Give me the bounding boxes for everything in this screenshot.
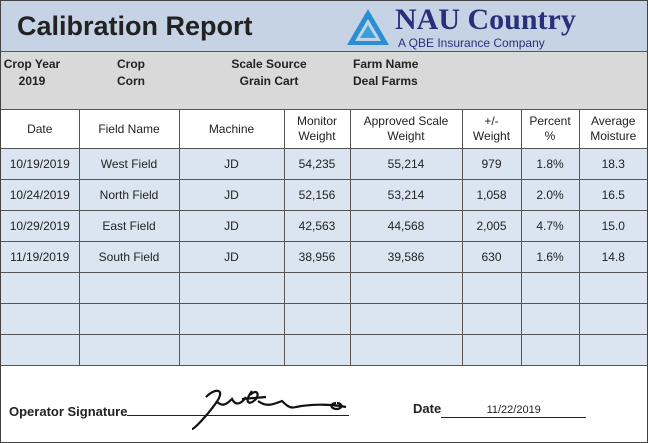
column-header: Monitor Weight — [283, 109, 351, 149]
empty-cell — [178, 272, 285, 304]
logo-icon — [347, 9, 389, 45]
empty-cell — [1, 272, 80, 304]
title: Calibration Report — [17, 11, 253, 41]
table-cell: 1.8% — [520, 148, 580, 180]
table-cell: 44,568 — [349, 210, 463, 242]
info-label: Crop — [117, 57, 145, 71]
logo-name: NAU Country — [395, 3, 576, 36]
info-item: Crop Year 2019 — [1, 56, 63, 90]
date-value: 11/22/2019 — [441, 403, 587, 418]
info-label: Farm Name — [353, 57, 419, 71]
table-cell: 42,563 — [283, 210, 351, 242]
info-item: Farm Name Deal Farms — [353, 56, 473, 90]
info-item: Crop Corn — [101, 56, 161, 90]
table-cell: South Field — [78, 241, 180, 273]
table-cell: 39,586 — [349, 241, 463, 273]
table-row: 10/24/2019 North Field JD 52,156 53,214 1,058… — [1, 179, 647, 211]
empty-cell — [283, 334, 351, 366]
info-value: Corn — [117, 74, 145, 88]
info-section: Crop Year 2019 Crop Corn Scale Source Grain C… — [1, 52, 647, 110]
signature-field: Operator Signature — [9, 401, 350, 419]
table-cell: 4.7% — [520, 210, 580, 242]
empty-cell — [178, 303, 285, 335]
date-field: Date 11/22/2019 — [413, 401, 587, 418]
table-row: 10/19/2019 West Field JD 54,235 55,214 979 1.8… — [1, 148, 647, 180]
empty-cell — [283, 303, 351, 335]
empty-row — [1, 334, 647, 366]
empty-cell — [520, 303, 580, 335]
empty-cell — [78, 334, 180, 366]
table-row: 11/19/2019 South Field JD 38,956 39,586 630 1.… — [1, 241, 647, 273]
table-cell: North Field — [78, 179, 180, 211]
table-cell: 11/19/2019 — [1, 241, 80, 273]
info-item: Scale Source Grain Cart — [223, 56, 315, 90]
empty-cell — [349, 334, 463, 366]
table-cell: 54,235 — [283, 148, 351, 180]
empty-cell — [349, 272, 463, 304]
table-cell: 16.5 — [578, 179, 647, 211]
column-header: Percent % — [520, 109, 580, 149]
table-cell: 2,005 — [461, 210, 522, 242]
table-cell: 2.0% — [520, 179, 580, 211]
signature — [191, 389, 347, 431]
empty-cell — [1, 334, 80, 366]
header: Calibration Report NAU Country A QBE Ins… — [1, 1, 647, 52]
empty-cell — [461, 334, 522, 366]
table-cell: 10/19/2019 — [1, 148, 80, 180]
column-header: Date — [1, 109, 80, 149]
info-value: Deal Farms — [353, 74, 418, 88]
table-cell: 52,156 — [283, 179, 351, 211]
column-header: Field Name — [78, 109, 180, 149]
signature-label: Operator Signature — [9, 404, 128, 419]
table-cell: 979 — [461, 148, 522, 180]
column-header: +/- Weight — [461, 109, 522, 149]
table-cell: JD — [178, 210, 285, 242]
table-cell: JD — [178, 241, 285, 273]
empty-cell — [78, 272, 180, 304]
empty-row — [1, 303, 647, 335]
table-cell: 15.0 — [578, 210, 647, 242]
empty-cell — [578, 272, 647, 304]
empty-row — [1, 272, 647, 304]
info-label: Crop Year — [3, 57, 61, 71]
calibration-table: Date Field Name Machine Monitor Weight Appro… — [1, 109, 647, 366]
empty-cell — [283, 272, 351, 304]
table-cell: 630 — [461, 241, 522, 273]
empty-cell — [520, 272, 580, 304]
column-header: Machine — [178, 109, 285, 149]
empty-cell — [520, 334, 580, 366]
table-cell: East Field — [78, 210, 180, 242]
info-label: Scale Source — [231, 57, 307, 71]
column-header: Average Moisture — [578, 109, 647, 149]
table-cell: 38,956 — [283, 241, 351, 273]
table-cell: 1,058 — [461, 179, 522, 211]
table-cell: 10/29/2019 — [1, 210, 80, 242]
empty-cell — [461, 303, 522, 335]
empty-cell — [578, 334, 647, 366]
info-value: Grain Cart — [239, 74, 299, 88]
table-cell: 53,214 — [349, 179, 463, 211]
empty-cell — [178, 334, 285, 366]
logo-tagline: A QBE Insurance Company — [398, 36, 545, 50]
table-cell: 18.3 — [578, 148, 647, 180]
table-cell: 1.6% — [520, 241, 580, 273]
empty-cell — [1, 303, 80, 335]
empty-cell — [78, 303, 180, 335]
column-header: Approved Scale Weight — [349, 109, 463, 149]
empty-cell — [578, 303, 647, 335]
empty-cell — [349, 303, 463, 335]
table-cell: JD — [178, 179, 285, 211]
table-cell: 55,214 — [349, 148, 463, 180]
table-row: 10/29/2019 East Field JD 42,563 44,568 2,005 4… — [1, 210, 647, 242]
table-cell: 14.8 — [578, 241, 647, 273]
empty-cell — [461, 272, 522, 304]
date-label: Date — [413, 401, 442, 416]
table-cell: JD — [178, 148, 285, 180]
info-value: 2019 — [18, 74, 46, 88]
table-cell: 10/24/2019 — [1, 179, 80, 211]
table-cell: West Field — [78, 148, 180, 180]
